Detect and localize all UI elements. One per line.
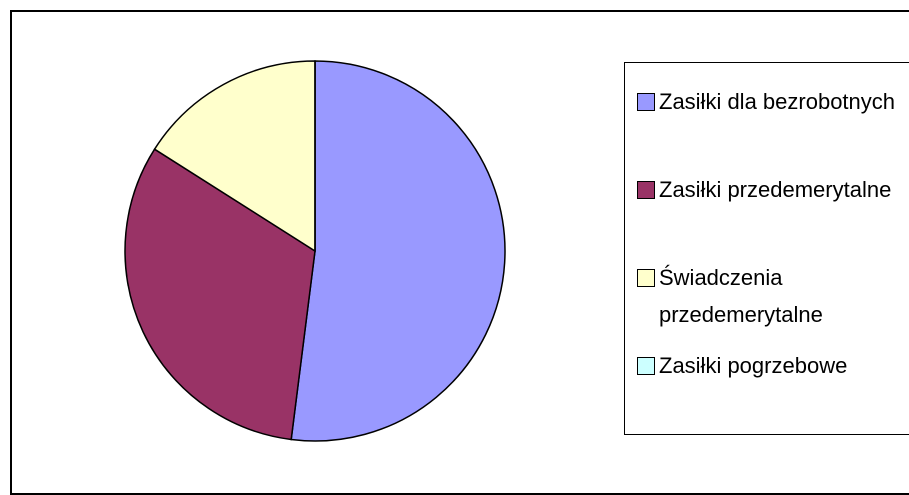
legend-entry: Zasiłki dla bezrobotnych <box>637 83 899 120</box>
pie-slice <box>290 60 506 442</box>
legend-entry: Zasiłki przedemerytalne <box>637 171 899 208</box>
pie-slice <box>124 148 316 441</box>
legend-label: Świadczenia przedemerytalne <box>659 265 823 327</box>
legend-swatch <box>637 93 655 111</box>
legend-swatch <box>637 181 655 199</box>
legend: Zasiłki dla bezrobotnych Zasiłki przedeme… <box>624 62 909 435</box>
legend-swatch <box>637 357 655 375</box>
legend-swatch <box>637 269 655 287</box>
legend-entry: Świadczenia przedemerytalne <box>637 259 899 333</box>
legend-label: Zasiłki pogrzebowe <box>659 353 848 378</box>
legend-label: Zasiłki dla bezrobotnych <box>659 89 896 114</box>
legend-entry: Zasiłki pogrzebowe <box>637 347 899 384</box>
legend-label: Zasiłki przedemerytalne <box>659 177 892 202</box>
pie-slice <box>153 60 316 253</box>
